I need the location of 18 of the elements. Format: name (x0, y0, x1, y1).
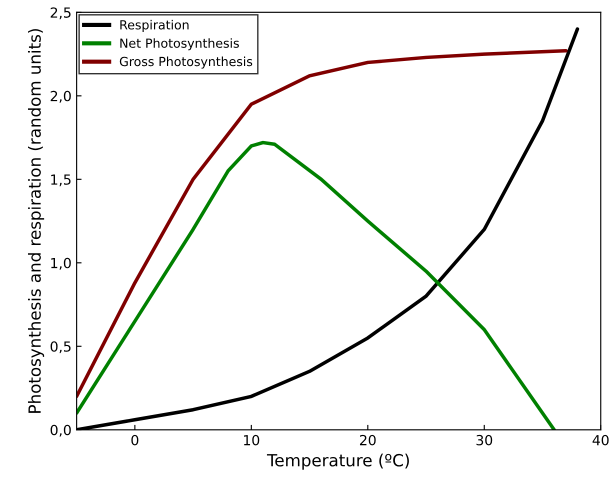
y-axis-title: Photosynthesis and respiration (random units) (28, 29, 44, 413)
y-tick-label: 0,0 (50, 424, 71, 437)
legend-label: Gross Photosynthesis (120, 56, 252, 69)
x-tick-label: 30 (476, 434, 492, 446)
line-series (76, 140, 556, 430)
y-tick-label: 1,5 (51, 174, 71, 186)
x-tick-label: 40 (592, 434, 609, 446)
x-tick-label: 10 (244, 434, 260, 446)
line-series (76, 49, 568, 398)
x-tick-label: 0 (131, 434, 138, 446)
y-tick-label: 1,0 (51, 258, 71, 270)
legend-label: Net Photosynthesis (120, 38, 239, 50)
y-tick-label: 2,5 (50, 7, 71, 20)
x-tick-label: 20 (360, 434, 376, 446)
legend-label: Respiration (120, 20, 189, 32)
x-axis-title: Temperature (ºC) (266, 454, 409, 470)
y-tick-label: 2,0 (50, 90, 71, 103)
y-tick-label: 0,5 (50, 341, 71, 354)
